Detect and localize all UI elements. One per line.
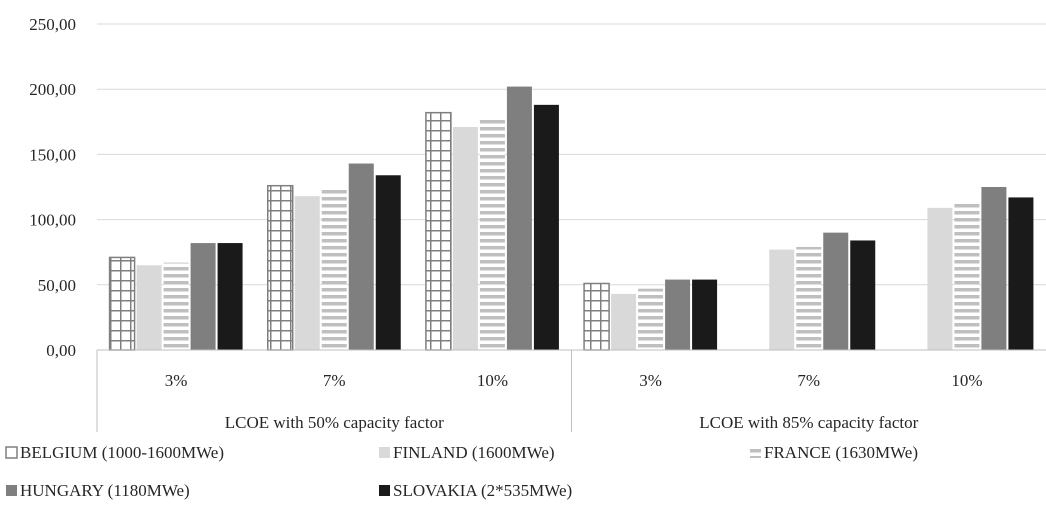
legend-swatch (5, 446, 18, 459)
x-tick-label: 7% (323, 371, 346, 390)
legend-item-france[interactable]: FRANCE (1630MWe) (750, 443, 918, 462)
bar-france (163, 262, 189, 350)
bar-hungary (348, 163, 374, 350)
y-axis-tick-labels: 0,00 50,00 100,00 150,00 200,00 250,00 (29, 15, 76, 360)
legend-label: FINLAND (1600MWe) (393, 443, 555, 462)
legend-swatch (750, 447, 761, 458)
x-tick-label: 7% (797, 371, 820, 390)
x-tick-label: 3% (165, 371, 188, 390)
bar-france (479, 119, 505, 350)
x-tick-label: 3% (639, 371, 662, 390)
y-tick-label: 0,00 (46, 341, 76, 360)
bar-finland (611, 293, 637, 350)
bar-belgium (583, 282, 610, 351)
bar-finland (927, 207, 953, 350)
bar-finland (452, 127, 478, 351)
bar-belgium (425, 111, 452, 351)
legend-item-hungary[interactable]: HUNGARY (1180MWe) (6, 481, 190, 500)
bar-hungary (823, 232, 849, 350)
y-tick-label: 100,00 (29, 211, 76, 230)
gridlines (97, 23, 1046, 286)
bar-belgium (108, 256, 136, 351)
bar-belgium (267, 184, 294, 351)
x-group-label: LCOE with 85% capacity factor (699, 413, 918, 432)
legend-item-finland[interactable]: FINLAND (1600MWe) (379, 443, 555, 462)
bar-france (638, 288, 664, 350)
x-axis-category-labels: 3% 7% 10% 3% 7% 10% LCOE with 50% capacity fac… (165, 371, 983, 432)
bar-slovakia (375, 175, 401, 350)
bar-hungary (981, 187, 1007, 350)
bar-hungary (506, 86, 532, 350)
legend-label: FRANCE (1630MWe) (764, 443, 918, 462)
bar-slovakia (217, 243, 243, 350)
bar-slovakia (692, 279, 718, 350)
x-group-label: LCOE with 50% capacity factor (225, 413, 444, 432)
y-tick-label: 150,00 (29, 145, 76, 164)
legend-swatch (379, 485, 390, 496)
bar-slovakia (533, 104, 559, 351)
bars (108, 86, 1034, 351)
y-tick-label: 50,00 (38, 276, 76, 295)
legend-label: BELGIUM (1000-1600MWe) (20, 443, 224, 462)
bar-hungary (665, 279, 691, 350)
bar-finland (136, 265, 162, 350)
bar-finland (294, 196, 320, 350)
bar-finland (769, 249, 795, 350)
legend-swatch (379, 447, 390, 458)
legend-item-slovakia[interactable]: SLOVAKIA (2*535MWe) (379, 481, 572, 500)
bar-france (321, 187, 347, 350)
legend-label: HUNGARY (1180MWe) (20, 481, 190, 500)
bar-france (954, 203, 980, 350)
legend-item-belgium[interactable]: BELGIUM (1000-1600MWe) (5, 443, 224, 462)
x-axis (96, 349, 1046, 432)
bar-hungary (190, 243, 216, 350)
legend[interactable]: BELGIUM (1000-1600MWe) FINLAND (1600MWe) F… (5, 443, 918, 500)
y-tick-label: 250,00 (29, 15, 76, 34)
legend-label: SLOVAKIA (2*535MWe) (393, 481, 572, 500)
x-tick-label: 10% (477, 371, 508, 390)
bar-slovakia (850, 240, 876, 350)
legend-swatch (6, 485, 17, 496)
y-tick-label: 200,00 (29, 80, 76, 99)
x-tick-label: 10% (951, 371, 982, 390)
bar-slovakia (1008, 197, 1034, 350)
bar-france (796, 246, 822, 350)
